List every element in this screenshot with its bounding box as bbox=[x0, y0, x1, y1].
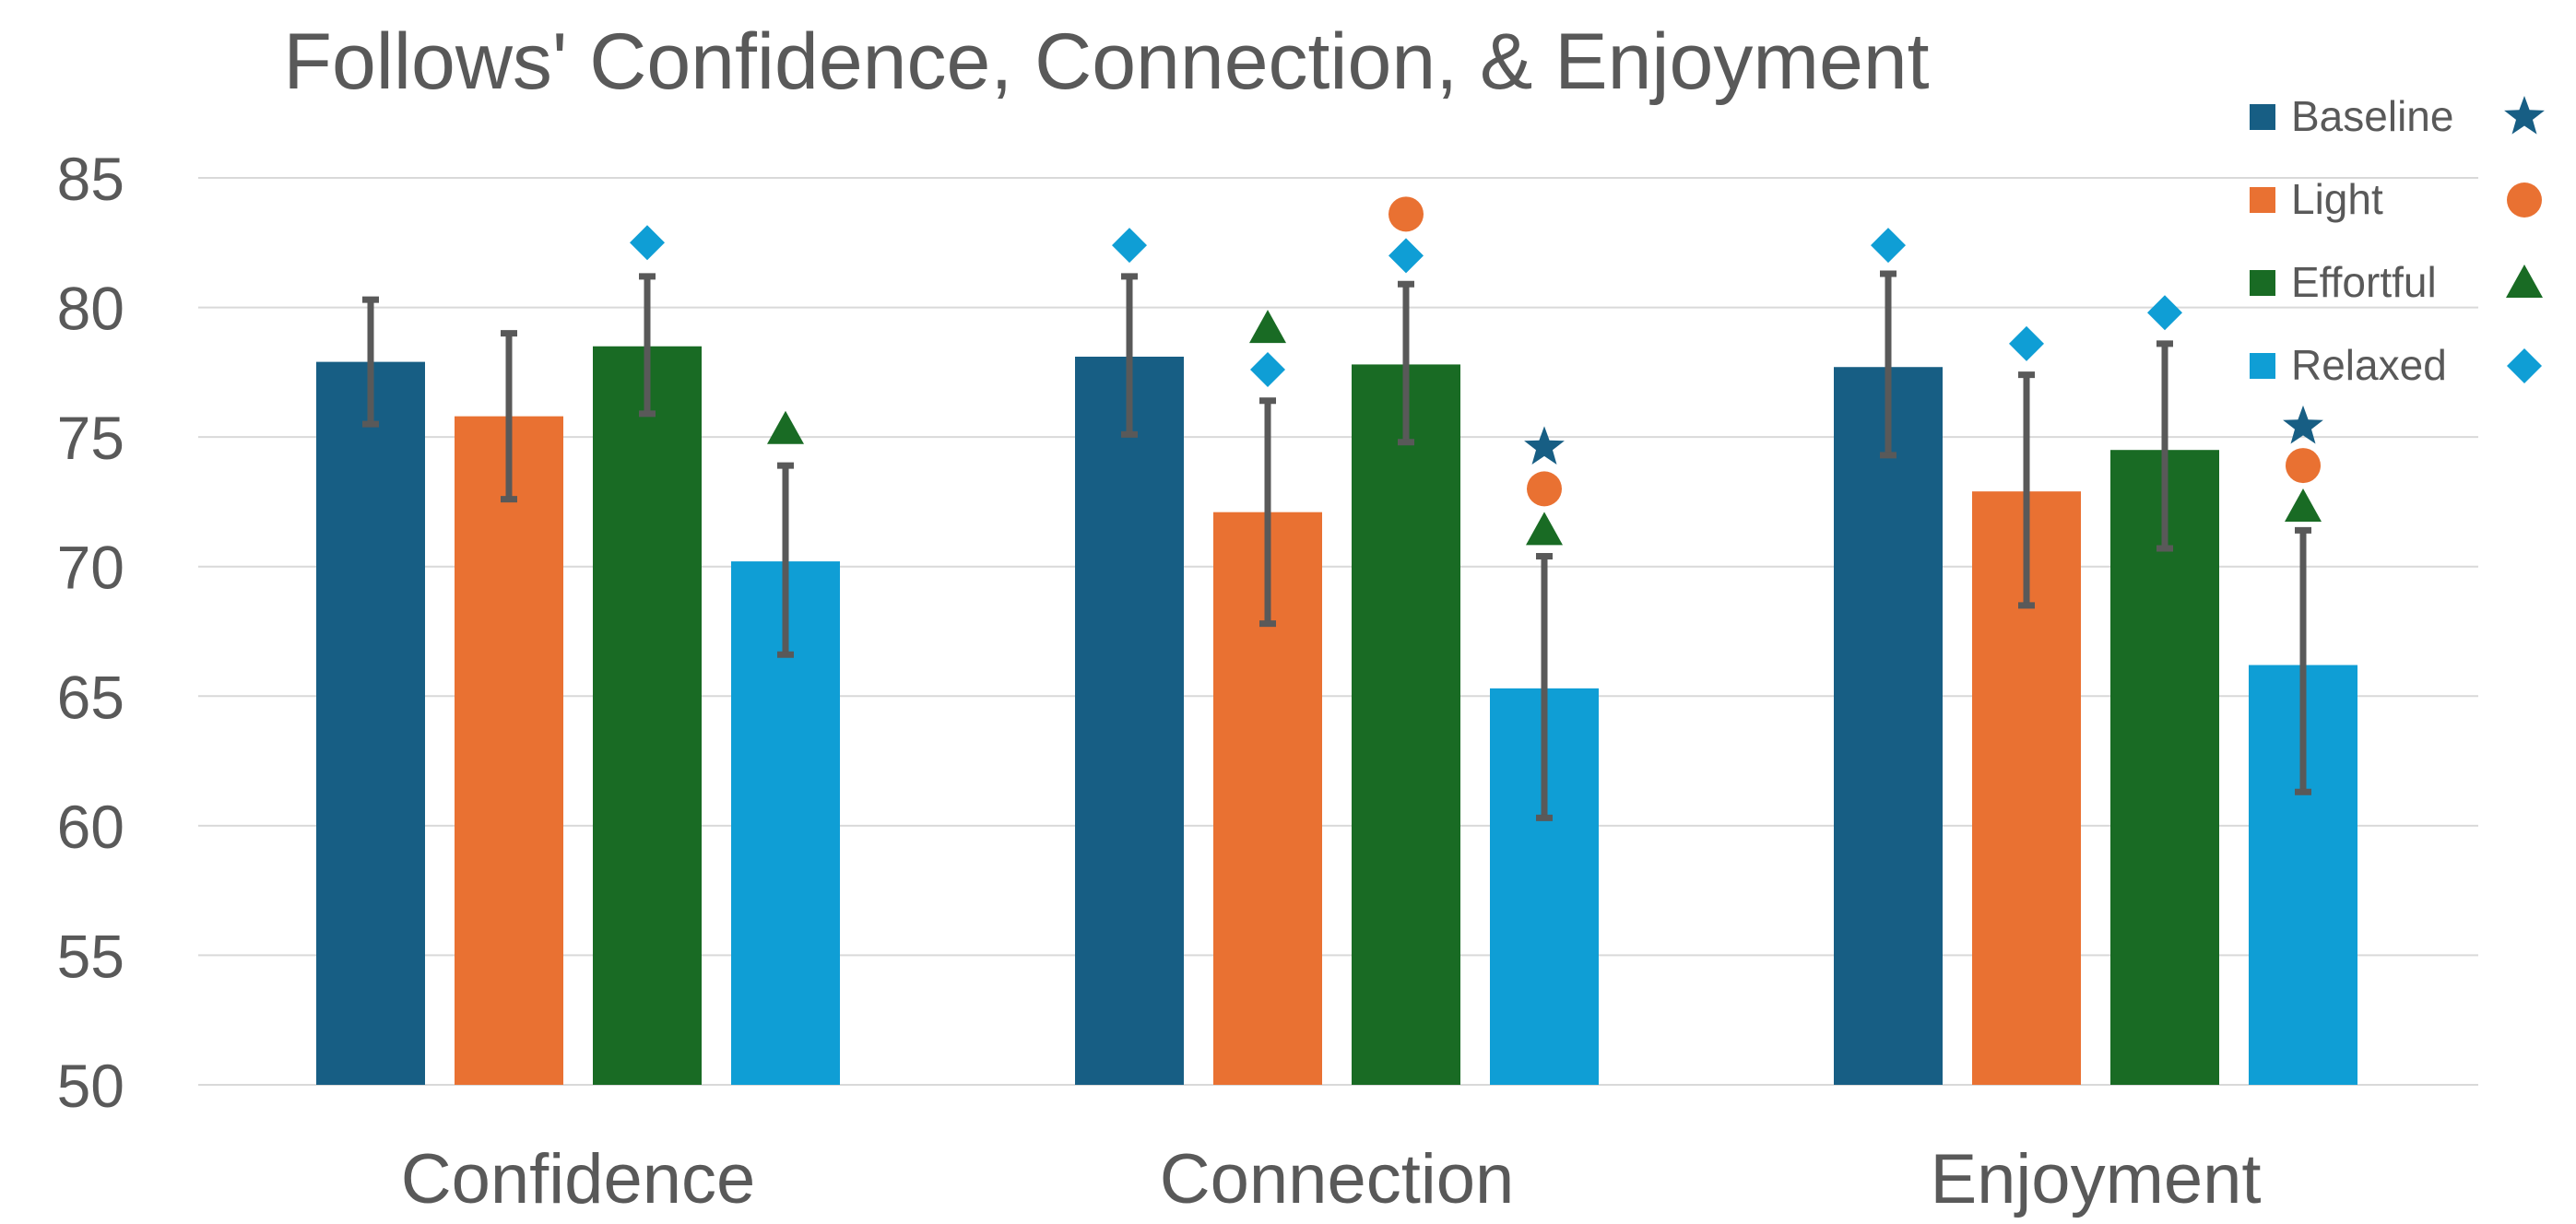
error-bar bbox=[777, 462, 794, 658]
error-bar bbox=[1259, 397, 1276, 628]
triangle-marker bbox=[1249, 310, 1286, 344]
triangle-marker bbox=[1526, 512, 1563, 546]
legend-swatch-effortful bbox=[2250, 270, 2275, 296]
legend: Baseline Light Effortful Relaxed bbox=[2240, 88, 2554, 419]
error-bar bbox=[501, 330, 517, 503]
y-tick-label: 50 bbox=[57, 1052, 124, 1120]
circle-icon bbox=[2507, 182, 2542, 218]
error-bar bbox=[2295, 526, 2311, 795]
diamond-marker bbox=[2147, 295, 2182, 331]
x-axis-category-labels: Confidence Connection Enjoyment bbox=[401, 1140, 2262, 1218]
bar-baseline-enjoyment bbox=[1834, 367, 1943, 1086]
legend-label-baseline: Baseline bbox=[2291, 92, 2454, 140]
error-bars bbox=[362, 270, 2311, 821]
x-category-label: Enjoyment bbox=[1930, 1140, 2261, 1218]
bar-light-confidence bbox=[455, 416, 563, 1085]
y-tick-label: 85 bbox=[57, 145, 124, 213]
y-tick-label: 75 bbox=[57, 404, 124, 472]
chart-title: Follows' Confidence, Connection, & Enjoy… bbox=[283, 18, 1930, 106]
diamond-shape bbox=[2507, 348, 2542, 383]
circle-marker bbox=[1527, 471, 1562, 507]
legend-swatch-light bbox=[2250, 187, 2275, 213]
y-tick-label: 65 bbox=[57, 663, 124, 731]
gridlines bbox=[198, 177, 2478, 1086]
bars bbox=[316, 346, 2357, 1086]
star-marker bbox=[2283, 405, 2323, 444]
bar-baseline-connection bbox=[1075, 356, 1184, 1085]
circle-marker bbox=[1388, 196, 1424, 232]
diamond-icon bbox=[2507, 348, 2542, 383]
diamond-marker bbox=[1250, 352, 1285, 388]
x-category-label: Connection bbox=[1160, 1140, 1515, 1218]
bar-effortful-connection bbox=[1352, 364, 1460, 1085]
legend-item-light: Light bbox=[2240, 171, 2554, 253]
star-icon bbox=[2504, 96, 2545, 135]
diamond-marker bbox=[630, 225, 665, 261]
legend-item-effortful: Effortful bbox=[2240, 253, 2554, 336]
legend-label-light: Light bbox=[2291, 175, 2383, 223]
triangle-shape bbox=[2506, 265, 2543, 298]
legend-label-relaxed: Relaxed bbox=[2291, 341, 2447, 389]
circle-marker bbox=[2286, 448, 2321, 484]
legend-swatch-relaxed bbox=[2250, 353, 2275, 379]
circle-shape bbox=[2507, 182, 2542, 218]
bar-effortful-enjoyment bbox=[2110, 450, 2219, 1085]
y-tick-label: 70 bbox=[57, 534, 124, 602]
legend-swatch-baseline bbox=[2250, 104, 2275, 130]
y-tick-label: 55 bbox=[57, 922, 124, 990]
x-category-label: Confidence bbox=[401, 1140, 756, 1218]
error-bar bbox=[1880, 270, 1897, 459]
star-shape bbox=[2504, 96, 2545, 135]
diamond-marker bbox=[1388, 238, 1424, 274]
error-bar bbox=[1398, 280, 1414, 446]
significance-markers bbox=[630, 196, 2323, 546]
legend-item-baseline: Baseline bbox=[2240, 88, 2554, 171]
error-bar bbox=[2157, 340, 2173, 552]
bar-baseline-confidence bbox=[316, 361, 425, 1085]
diamond-marker bbox=[2009, 325, 2044, 361]
triangle-marker bbox=[767, 410, 804, 444]
diamond-marker bbox=[1871, 228, 1906, 264]
error-bar bbox=[1121, 273, 1138, 438]
triangle-marker bbox=[2285, 488, 2322, 523]
y-tick-label: 60 bbox=[57, 793, 124, 861]
legend-item-relaxed: Relaxed bbox=[2240, 336, 2554, 419]
error-bar bbox=[2018, 371, 2035, 609]
error-bar bbox=[1536, 552, 1553, 821]
diamond-marker bbox=[1112, 228, 1147, 264]
bar-effortful-confidence bbox=[593, 346, 702, 1085]
star-marker bbox=[1524, 426, 1565, 465]
error-bar bbox=[362, 296, 379, 428]
triangle-icon bbox=[2506, 265, 2543, 298]
legend-label-effortful: Effortful bbox=[2291, 258, 2437, 306]
y-tick-label: 80 bbox=[57, 275, 124, 343]
y-axis-tick-labels: 50 55 60 65 70 75 80 85 bbox=[57, 145, 124, 1120]
error-bar bbox=[639, 273, 656, 418]
